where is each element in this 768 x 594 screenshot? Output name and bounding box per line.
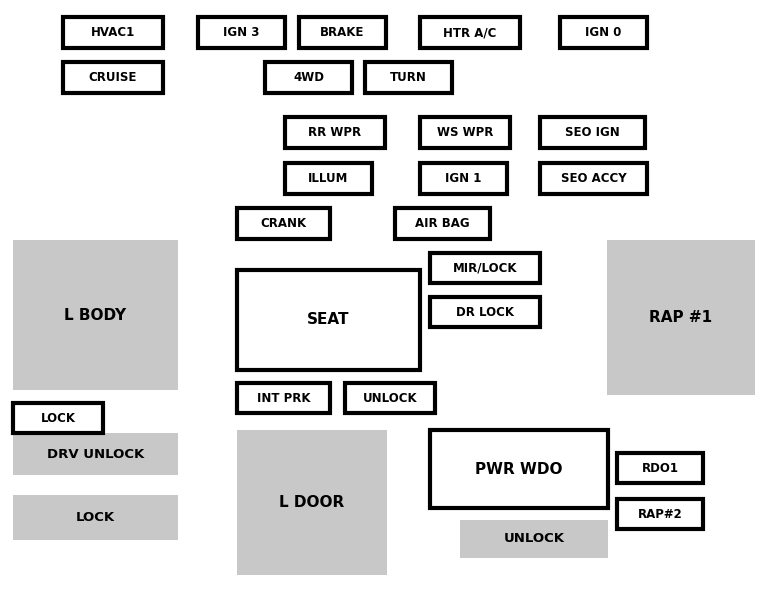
Text: RR WPR: RR WPR	[309, 126, 362, 139]
Bar	[237, 208, 330, 239]
Bar	[560, 17, 647, 48]
Text: AIR BAG: AIR BAG	[415, 217, 470, 230]
Text: BRAKE: BRAKE	[320, 26, 365, 39]
Bar	[430, 253, 540, 283]
Text: IGN 0: IGN 0	[585, 26, 621, 39]
Text: L BODY: L BODY	[65, 308, 127, 323]
Bar	[13, 240, 178, 390]
Text: SEAT: SEAT	[307, 312, 349, 327]
Text: UNLOCK: UNLOCK	[362, 391, 417, 405]
Text: INT PRK: INT PRK	[257, 391, 310, 405]
Text: RAP#2: RAP#2	[637, 507, 683, 520]
Bar	[237, 270, 420, 370]
Bar	[460, 520, 608, 558]
Text: 4WD: 4WD	[293, 71, 324, 84]
Bar	[540, 163, 647, 194]
Bar	[420, 17, 520, 48]
Bar	[198, 17, 285, 48]
Bar	[430, 297, 540, 327]
Bar	[299, 17, 386, 48]
Text: LOCK: LOCK	[41, 412, 75, 425]
Text: L DOOR: L DOOR	[280, 495, 345, 510]
Bar	[395, 208, 490, 239]
Text: SEO ACCY: SEO ACCY	[561, 172, 627, 185]
Text: CRANK: CRANK	[260, 217, 306, 230]
Text: DR LOCK: DR LOCK	[456, 305, 514, 318]
Text: ILLUM: ILLUM	[308, 172, 349, 185]
Bar	[237, 383, 330, 413]
Text: TURN: TURN	[390, 71, 427, 84]
Text: HTR A/C: HTR A/C	[443, 26, 497, 39]
Bar	[420, 163, 507, 194]
Bar	[430, 430, 608, 508]
Bar	[345, 383, 435, 413]
Bar	[63, 17, 163, 48]
Bar	[617, 499, 703, 529]
Bar	[365, 62, 452, 93]
Text: PWR WDO: PWR WDO	[475, 462, 563, 476]
Bar	[540, 117, 645, 148]
Bar	[285, 117, 385, 148]
Bar	[265, 62, 352, 93]
Text: UNLOCK: UNLOCK	[504, 532, 564, 545]
Bar	[13, 403, 103, 433]
Bar	[617, 453, 703, 483]
Text: RDO1: RDO1	[641, 462, 678, 475]
Text: WS WPR: WS WPR	[437, 126, 493, 139]
Text: HVAC1: HVAC1	[91, 26, 135, 39]
Text: CRUISE: CRUISE	[89, 71, 137, 84]
Text: MIR/LOCK: MIR/LOCK	[453, 261, 518, 274]
Bar	[63, 62, 163, 93]
Text: SEO IGN: SEO IGN	[565, 126, 620, 139]
Text: LOCK: LOCK	[76, 511, 115, 524]
Bar	[237, 430, 387, 575]
Bar	[13, 495, 178, 540]
Text: IGN 3: IGN 3	[223, 26, 260, 39]
Text: IGN 1: IGN 1	[445, 172, 482, 185]
Bar	[13, 433, 178, 475]
Text: DRV UNLOCK: DRV UNLOCK	[47, 447, 144, 460]
Bar	[607, 240, 755, 395]
Bar	[285, 163, 372, 194]
Bar	[420, 117, 510, 148]
Text: RAP #1: RAP #1	[650, 310, 713, 325]
